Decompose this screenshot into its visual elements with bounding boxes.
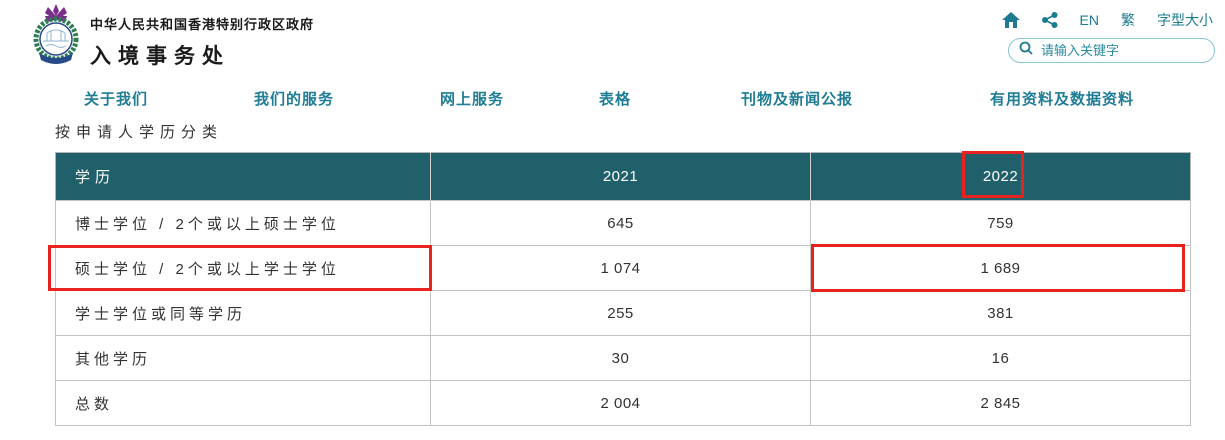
value-2022: 16 xyxy=(810,335,1191,381)
nav-online[interactable]: 网上服务 xyxy=(440,91,505,108)
search-box xyxy=(1008,38,1217,63)
dept-name: 入境事务处 xyxy=(90,45,230,68)
value-2022: 1 689 xyxy=(810,245,1191,291)
table-row: 总数 2 004 2 845 xyxy=(55,380,1191,426)
row-label: 硕士学位 / 2个或以上学士学位 xyxy=(55,245,431,291)
table-row: 学士学位或同等学历 255 381 xyxy=(55,290,1191,336)
table-row: 其他学历 30 16 xyxy=(55,335,1191,381)
value-2021: 30 xyxy=(430,335,811,381)
nav-about[interactable]: 关于我们 xyxy=(84,91,149,108)
home-icon[interactable] xyxy=(1001,12,1020,28)
search-input[interactable] xyxy=(1041,43,1217,58)
table-row: 博士学位 / 2个或以上硕士学位 645 759 xyxy=(55,200,1191,246)
value-2021: 1 074 xyxy=(430,245,811,291)
value-2022: 759 xyxy=(810,200,1191,246)
gov-title: 中华人民共和国香港特别行政区政府 xyxy=(90,17,315,32)
value-2021: 255 xyxy=(430,290,811,336)
share-icon[interactable] xyxy=(1041,12,1058,28)
section-title: 按申请人学历分类 xyxy=(55,124,224,141)
row-label: 总数 xyxy=(55,380,431,426)
nav-forms[interactable]: 表格 xyxy=(599,91,632,108)
immd-emblem-icon xyxy=(33,4,79,64)
search-icon[interactable] xyxy=(1019,41,1033,60)
education-stats-table: 学历 2021 2022 博士学位 / 2个或以上硕士学位 645 759 硕士… xyxy=(55,152,1191,426)
value-2021: 2 004 xyxy=(430,380,811,426)
value-2022: 2 845 xyxy=(810,380,1191,426)
value-2021: 645 xyxy=(430,200,811,246)
row-label: 博士学位 / 2个或以上硕士学位 xyxy=(55,200,431,246)
lang-en-link[interactable]: EN xyxy=(1079,12,1099,28)
font-size-link[interactable]: 字型大小 xyxy=(1157,12,1213,28)
table-row: 硕士学位 / 2个或以上学士学位 1 074 1 689 xyxy=(55,245,1191,291)
nav-useful-info[interactable]: 有用资料及数据资料 xyxy=(990,91,1135,108)
utility-bar: EN 繁 字型大小 xyxy=(1001,10,1213,30)
col-header-education: 学历 xyxy=(55,152,431,201)
col-header-2022: 2022 xyxy=(810,152,1191,201)
immd-logo xyxy=(27,3,85,67)
nav-publications[interactable]: 刊物及新闻公报 xyxy=(741,91,854,108)
nav-services[interactable]: 我们的服务 xyxy=(254,91,335,108)
row-label: 其他学历 xyxy=(55,335,431,381)
main-nav: 关于我们 我们的服务 网上服务 表格 刊物及新闻公报 有用资料及数据资料 xyxy=(0,88,1225,110)
row-label: 学士学位或同等学历 xyxy=(55,290,431,336)
table-header-row: 学历 2021 2022 xyxy=(55,152,1191,201)
masthead: 中华人民共和国香港特别行政区政府 入境事务处 xyxy=(90,14,314,70)
col-header-2021: 2021 xyxy=(430,152,811,201)
lang-traditional-link[interactable]: 繁 xyxy=(1121,12,1135,28)
value-2022: 381 xyxy=(810,290,1191,336)
